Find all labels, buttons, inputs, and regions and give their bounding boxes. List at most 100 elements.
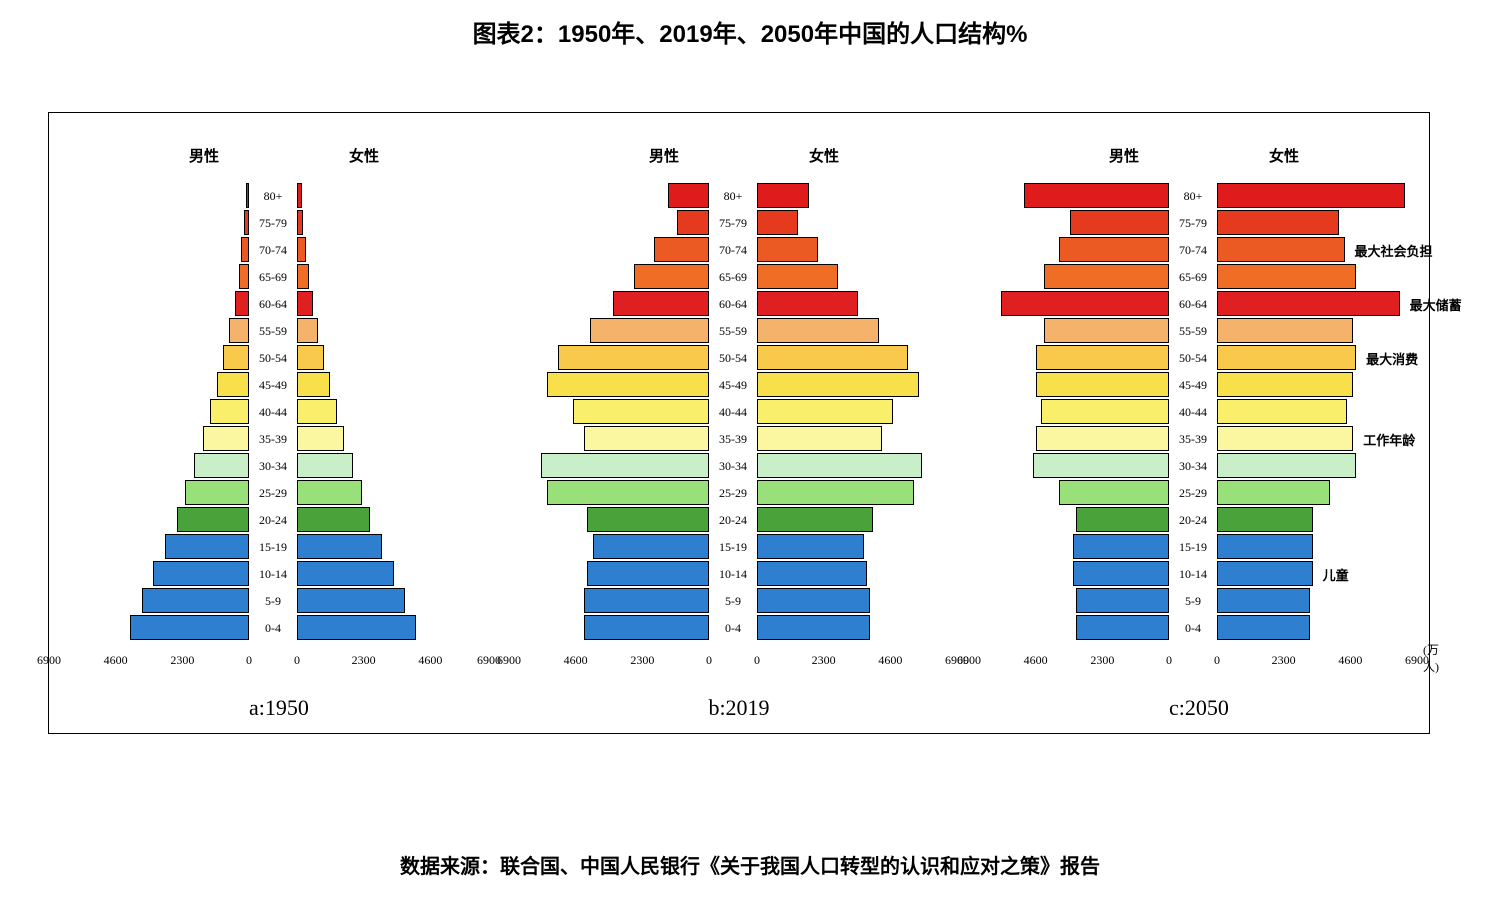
x-tick: 6900	[497, 653, 521, 668]
bar-female	[757, 615, 870, 640]
age-label: 15-19	[709, 534, 757, 560]
age-row: 60-64	[509, 291, 969, 317]
age-label: 0-4	[1169, 615, 1217, 641]
bar-female	[757, 237, 818, 262]
age-row: 55-59	[49, 318, 509, 344]
age-row: 45-49	[49, 372, 509, 398]
age-row: 5-9	[969, 588, 1429, 614]
label-female: 女性	[349, 145, 379, 166]
bar-female	[757, 264, 838, 289]
age-row: 55-59	[509, 318, 969, 344]
age-row: 60-64	[49, 291, 509, 317]
x-tick: 0	[1214, 653, 1220, 668]
age-row: 80+	[509, 183, 969, 209]
age-label: 60-64	[1169, 291, 1217, 317]
age-row: 5-9	[509, 588, 969, 614]
age-label: 75-79	[249, 210, 297, 236]
age-label: 55-59	[1169, 318, 1217, 344]
bar-female	[1217, 372, 1353, 397]
bar-male	[153, 561, 249, 586]
bar-male	[1070, 210, 1169, 235]
age-row: 75-79	[969, 210, 1429, 236]
bar-female	[1217, 453, 1356, 478]
bar-male	[1044, 318, 1169, 343]
bar-female	[297, 588, 405, 613]
bar-male	[1036, 372, 1169, 397]
x-tick: 2300	[170, 653, 194, 668]
x-tick: 2300	[352, 653, 376, 668]
bar-female	[757, 453, 922, 478]
bar-male	[558, 345, 709, 370]
bar-male	[239, 264, 249, 289]
x-tick: 0	[1166, 653, 1172, 668]
age-row: 60-64	[969, 291, 1429, 317]
bar-female	[1217, 399, 1347, 424]
bar-male	[177, 507, 249, 532]
age-label: 10-14	[709, 561, 757, 587]
bar-male	[547, 480, 709, 505]
x-tick: 6900	[37, 653, 61, 668]
age-label: 20-24	[249, 507, 297, 533]
bar-male	[203, 426, 249, 451]
label-female: 女性	[809, 145, 839, 166]
age-label: 40-44	[709, 399, 757, 425]
bar-female	[1217, 264, 1356, 289]
age-label: 0-4	[709, 615, 757, 641]
age-label: 30-34	[709, 453, 757, 479]
age-label: 60-64	[709, 291, 757, 317]
bar-male	[142, 588, 249, 613]
x-tick: 2300	[1090, 653, 1114, 668]
bar-male	[613, 291, 709, 316]
bar-female	[297, 399, 337, 424]
x-tick: 2300	[630, 653, 654, 668]
age-row: 35-39	[969, 426, 1429, 452]
bar-male	[573, 399, 709, 424]
age-label: 10-14	[1169, 561, 1217, 587]
pyramid-a: 男性女性80+75-7970-7465-6960-6455-5950-5445-…	[49, 113, 509, 733]
age-row: 10-14	[509, 561, 969, 587]
age-label: 75-79	[709, 210, 757, 236]
bar-male	[1024, 183, 1169, 208]
age-row: 65-69	[509, 264, 969, 290]
pyramid-b: 男性女性80+75-7970-7465-6960-6455-5950-5445-…	[509, 113, 969, 733]
bar-female	[297, 615, 416, 640]
age-row: 80+	[49, 183, 509, 209]
bar-female	[297, 345, 324, 370]
annotation: 最大储蓄	[1410, 295, 1462, 314]
age-row: 70-74	[509, 237, 969, 263]
x-tick: 4600	[1024, 653, 1048, 668]
bars-area: 80+75-7970-7465-6960-6455-5950-5445-4940…	[49, 183, 509, 653]
bar-male	[210, 399, 249, 424]
bar-female	[757, 399, 893, 424]
bar-male	[1073, 534, 1169, 559]
age-row: 25-29	[969, 480, 1429, 506]
age-label: 30-34	[249, 453, 297, 479]
x-tick: 2300	[1272, 653, 1296, 668]
annotation: 最大社会负担	[1355, 241, 1433, 260]
bar-female	[1217, 480, 1330, 505]
bar-female	[1217, 291, 1400, 316]
age-row: 50-54	[969, 345, 1429, 371]
label-male: 男性	[1109, 145, 1139, 166]
age-label: 50-54	[1169, 345, 1217, 371]
age-label: 40-44	[249, 399, 297, 425]
age-label: 40-44	[1169, 399, 1217, 425]
age-label: 65-69	[249, 264, 297, 290]
bar-female	[297, 183, 302, 208]
age-row: 55-59	[969, 318, 1429, 344]
age-row: 50-54	[509, 345, 969, 371]
bar-female	[297, 534, 382, 559]
age-label: 60-64	[249, 291, 297, 317]
age-label: 80+	[709, 183, 757, 209]
age-label: 45-49	[1169, 372, 1217, 398]
bar-male	[1076, 507, 1169, 532]
bar-male	[1041, 399, 1169, 424]
chart-panel: 男性女性80+75-7970-7465-6960-6455-5950-5445-…	[48, 112, 1430, 734]
bar-female	[1217, 237, 1345, 262]
bar-male	[590, 318, 709, 343]
bar-female	[757, 588, 870, 613]
age-label: 55-59	[709, 318, 757, 344]
age-row: 20-24	[49, 507, 509, 533]
bar-male	[130, 615, 249, 640]
bars-area: 80+75-7970-7465-6960-6455-5950-5445-4940…	[509, 183, 969, 653]
